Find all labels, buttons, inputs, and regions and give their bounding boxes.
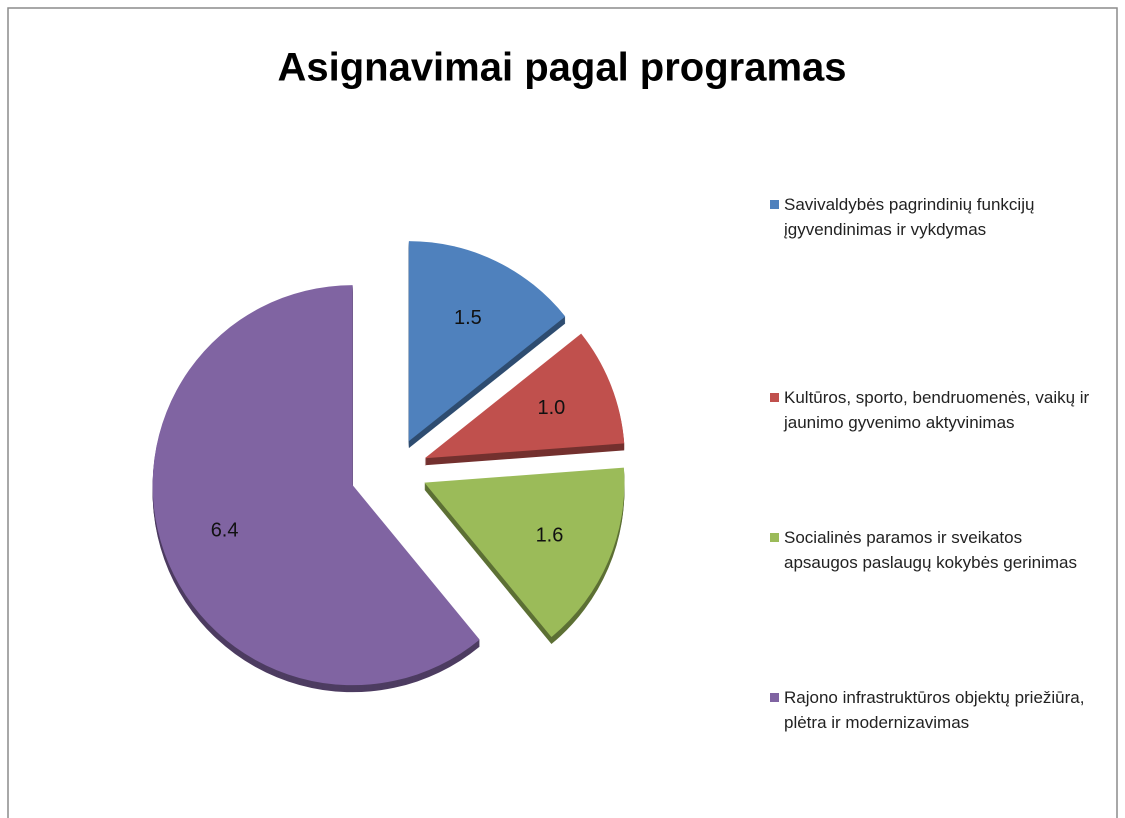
data-label: 1.5: [454, 307, 482, 329]
pie-slice: [152, 285, 480, 686]
chart-title: Asignavimai pagal programas: [277, 46, 846, 90]
frame-border: [7, 7, 1118, 818]
data-label: 1.6: [536, 524, 564, 546]
pie-slice: [408, 241, 566, 442]
legend-label: Socialinės paramos ir sveikatos apsaugos…: [784, 528, 1077, 572]
legend-item: Rajono infrastruktūros objektų priežiūra…: [770, 685, 1100, 735]
legend-swatch: [770, 533, 779, 542]
legend-item: Kultūros, sporto, bendruomenės, vaikų ir…: [770, 385, 1100, 435]
pie-slice: [424, 467, 625, 638]
pie-slice: [424, 333, 625, 459]
legend-label: Kultūros, sporto, bendruomenės, vaikų ir…: [784, 388, 1090, 432]
legend-label: Savivaldybės pagrindinių funkcijų įgyven…: [784, 195, 1035, 239]
legend-swatch: [770, 393, 779, 402]
legend-item: Savivaldybės pagrindinių funkcijų įgyven…: [770, 192, 1100, 242]
legend-label: Rajono infrastruktūros objektų priežiūra…: [784, 688, 1085, 732]
legend-item: Socialinės paramos ir sveikatos apsaugos…: [770, 525, 1100, 575]
data-label: 6.4: [211, 519, 239, 541]
legend-swatch: [770, 200, 779, 209]
data-label: 1.0: [537, 397, 565, 419]
legend-swatch: [770, 693, 779, 702]
